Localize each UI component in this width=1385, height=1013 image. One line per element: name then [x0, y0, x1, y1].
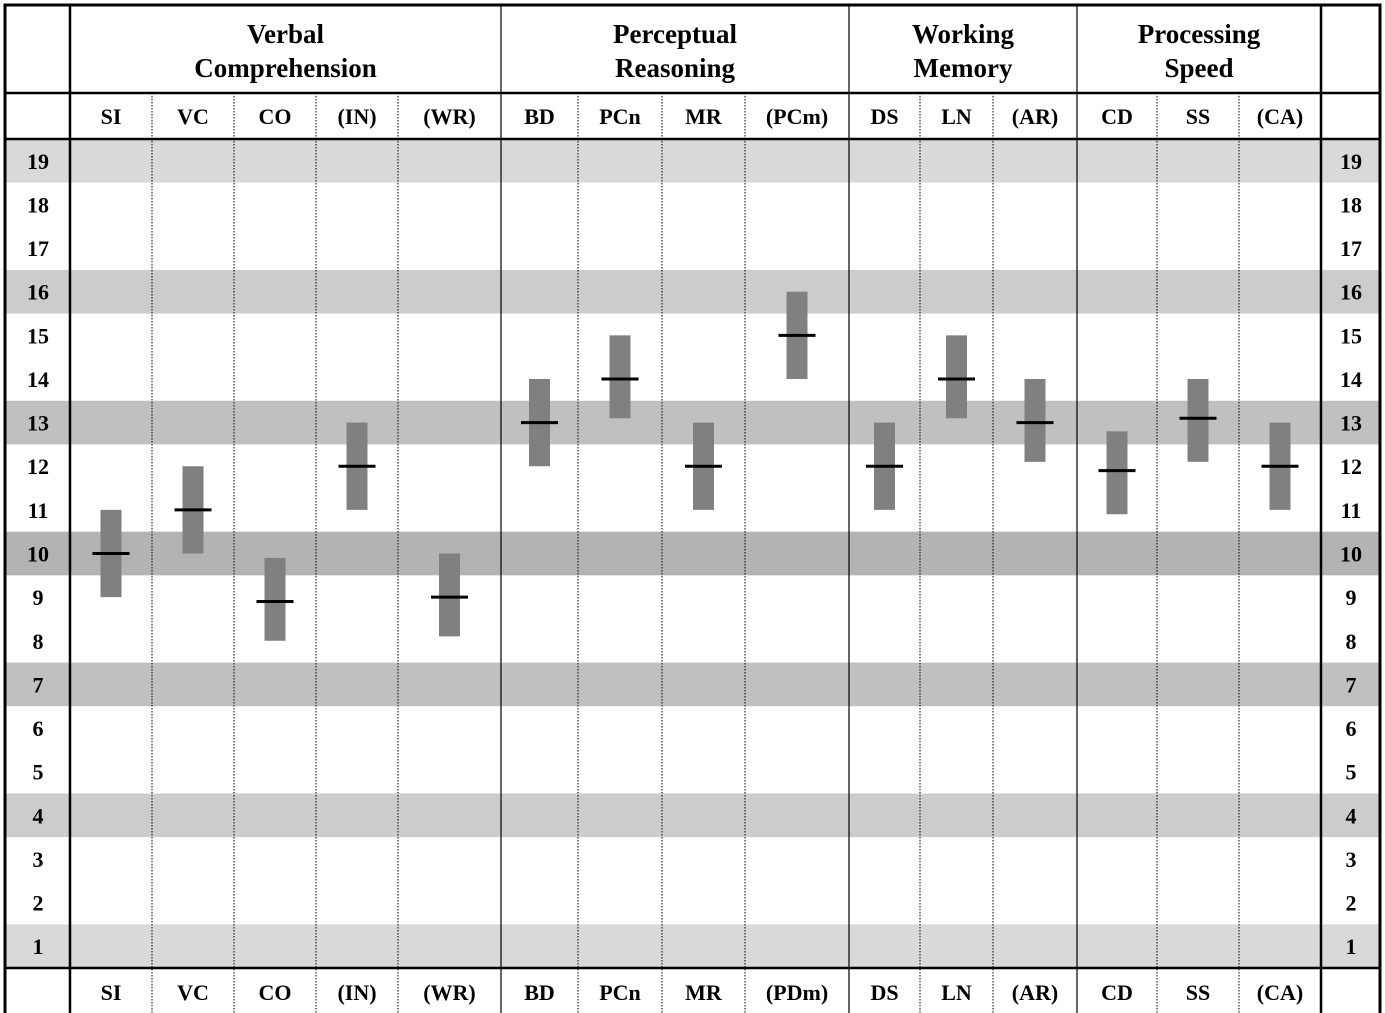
level-label-left: 8	[33, 629, 44, 654]
level-label-right: 11	[1341, 498, 1362, 523]
level-label-right: 17	[1340, 236, 1362, 261]
level-label-left: 12	[27, 454, 49, 479]
level-label-right: 1	[1346, 934, 1357, 959]
level-label-right: 13	[1340, 411, 1362, 436]
level-label-left: 10	[27, 542, 49, 567]
subtest-label-bottom: SI	[101, 980, 122, 1005]
level-label-right: 8	[1346, 629, 1357, 654]
group-headers: Verbal Comprehension Perceptual Reasoning Wo…	[194, 19, 1261, 83]
subtest-label-bottom: (WR)	[423, 980, 476, 1005]
subtest-label-top: SS	[1186, 104, 1210, 129]
subtest-label-top: (WR)	[423, 104, 476, 129]
level-label-right: 19	[1340, 149, 1362, 174]
subtest-label-top: (PCm)	[766, 104, 828, 129]
level-label-right: 2	[1346, 891, 1357, 916]
subtest-label-bottom: LN	[941, 980, 972, 1005]
subtest-label-top: (CA)	[1257, 104, 1303, 129]
score-ranges	[92, 291, 1299, 641]
level-label-left: 14	[27, 367, 49, 392]
band-level-13	[5, 400, 1380, 445]
group-title-2-line-1: Memory	[914, 53, 1013, 83]
level-label-right: 12	[1340, 454, 1362, 479]
level-label-left: 7	[33, 672, 44, 697]
subtest-label-top: MR	[685, 104, 723, 129]
band-level-7	[5, 662, 1380, 707]
level-label-left: 9	[33, 585, 44, 610]
subtest-label-bottom: CO	[259, 980, 292, 1005]
subtest-label-top: (AR)	[1012, 104, 1058, 129]
subtest-label-top: CO	[259, 104, 292, 129]
level-label-left: 6	[33, 716, 44, 741]
group-title-1-line-1: Reasoning	[615, 53, 736, 83]
range-bar	[1187, 378, 1209, 462]
group-title-0-line-1: Comprehension	[194, 53, 377, 83]
range-bar	[609, 335, 631, 419]
subtest-label-top: PCn	[599, 104, 641, 129]
level-label-right: 18	[1340, 192, 1362, 217]
band-level-19	[5, 139, 1380, 183]
level-label-right: 3	[1346, 847, 1357, 872]
level-label-right: 7	[1346, 672, 1357, 697]
band-level-16	[5, 269, 1380, 314]
subtest-label-bottom: VC	[177, 980, 209, 1005]
level-label-left: 17	[27, 236, 49, 261]
group-title-1-line-0: Perceptual	[613, 19, 737, 49]
level-label-right: 5	[1346, 760, 1357, 785]
subtest-label-top: SI	[101, 104, 122, 129]
outer-frame	[3, 3, 1382, 1013]
band-level-4	[5, 793, 1380, 838]
subtest-label-top: BD	[524, 104, 555, 129]
subtest-label-bottom: CD	[1101, 980, 1133, 1005]
subtest-labels-bottom: SI VC CO (IN) (WR) BD PCn MR (PDm) DS LN (AR) CD SS (C…	[101, 980, 1304, 1005]
gridlines	[3, 3, 1382, 1013]
level-label-right: 10	[1340, 542, 1362, 567]
level-label-right: 6	[1346, 716, 1357, 741]
level-label-left: 13	[27, 411, 49, 436]
range-bar	[1024, 378, 1046, 462]
level-label-left: 1	[33, 934, 44, 959]
level-label-right: 4	[1346, 803, 1357, 828]
level-label-right: 9	[1346, 585, 1357, 610]
level-label-left: 15	[27, 323, 49, 348]
range-bar	[439, 553, 460, 637]
level-label-right: 16	[1340, 280, 1362, 305]
band-level-10	[5, 531, 1380, 576]
level-label-left: 5	[33, 760, 44, 785]
subtest-label-bottom: SS	[1186, 980, 1210, 1005]
subtest-label-top: (IN)	[337, 104, 376, 129]
group-title-3-line-0: Processing	[1138, 19, 1261, 49]
subtest-label-bottom: (AR)	[1012, 980, 1058, 1005]
group-title-3-line-1: Speed	[1164, 53, 1233, 83]
level-label-left: 3	[33, 847, 44, 872]
subtest-label-bottom: (IN)	[337, 980, 376, 1005]
range-bar	[946, 335, 967, 419]
level-label-left: 4	[33, 803, 44, 828]
subtest-label-top: DS	[870, 104, 898, 129]
shaded-bands	[5, 139, 1380, 968]
range-bar	[264, 557, 286, 641]
band-level-1	[5, 924, 1380, 968]
level-label-right: 14	[1340, 367, 1362, 392]
subtest-label-bottom: PCn	[599, 980, 641, 1005]
group-title-0-line-0: Verbal	[247, 19, 325, 49]
subtest-label-top: LN	[941, 104, 972, 129]
level-label-left: 2	[33, 891, 44, 916]
subtest-label-bottom: MR	[685, 980, 723, 1005]
subtest-label-bottom: DS	[870, 980, 898, 1005]
subtest-label-bottom: (CA)	[1257, 980, 1303, 1005]
level-label-left: 19	[27, 149, 49, 174]
range-bar	[1106, 431, 1128, 515]
group-title-2-line-0: Working	[912, 19, 1015, 49]
subtest-label-bottom: BD	[524, 980, 555, 1005]
subtest-label-top: VC	[177, 104, 209, 129]
subtest-label-top: CD	[1101, 104, 1133, 129]
level-label-left: 11	[28, 498, 49, 523]
subtest-label-bottom: (PDm)	[766, 980, 828, 1005]
subtest-labels-top: SI VC CO (IN) (WR) BD PCn MR (PCm) DS LN (AR) CD SS (C…	[101, 104, 1304, 129]
level-label-left: 16	[27, 280, 49, 305]
level-label-right: 15	[1340, 323, 1362, 348]
level-label-left: 18	[27, 192, 49, 217]
